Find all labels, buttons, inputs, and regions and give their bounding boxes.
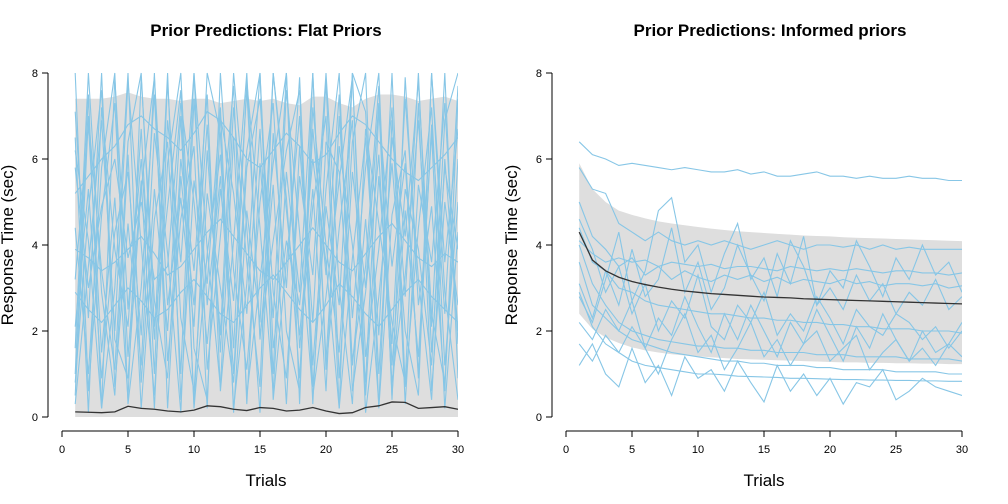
prior-sample-line-1 [74, 72, 458, 409]
panel-informed-priors: Prior Predictions: Informed priors Trial… [502, 21, 968, 490]
prior-sample-line-5 [74, 72, 458, 413]
mean-line [75, 401, 458, 415]
x-tick-label: 0 [59, 444, 65, 456]
prior-sample-line-5 [578, 244, 962, 362]
x-tick-label: 30 [452, 444, 464, 456]
prior-sample-line-8 [578, 342, 962, 406]
x-tick-label: 25 [386, 444, 398, 456]
prior-sample-line-11 [578, 218, 962, 350]
plot-content [74, 72, 458, 417]
prior-sample-line-14 [74, 72, 458, 405]
y-tick-label: 4 [536, 240, 542, 252]
plot-area: 0 5 10 15 20 25 30 0 2 4 6 8 [32, 68, 464, 456]
x-tick-label: 5 [125, 444, 131, 456]
prior-sample-line-2 [578, 240, 962, 276]
prior-sample-line-13 [578, 295, 962, 363]
prior-sample-line-1 [578, 167, 962, 250]
x-tick-label: 15 [758, 444, 770, 456]
prior-sample-line-6 [578, 262, 962, 375]
x-tick-label: 15 [254, 444, 266, 456]
prior-sample-line-7 [578, 292, 962, 382]
y-tick-label: 8 [32, 68, 38, 80]
x-tick-label: 10 [188, 444, 200, 456]
x-tick-label: 30 [956, 444, 968, 456]
x-axis-label: Trials [246, 471, 287, 490]
x-tick-label: 5 [629, 444, 635, 456]
y-tick-label: 0 [32, 412, 38, 424]
y-tick-label: 8 [536, 68, 542, 80]
y-tick-label: 6 [536, 154, 542, 166]
prior-sample-line-4 [578, 227, 962, 334]
x-axis-label: Trials [744, 471, 785, 490]
plot-content [578, 141, 962, 406]
prior-sample-line-11 [74, 72, 458, 409]
y-tick-label: 0 [536, 412, 542, 424]
y-axis-label: Response Time (sec) [502, 165, 521, 326]
plot-area: 0 5 10 15 20 25 30 0 2 4 6 8 [536, 68, 968, 456]
y-tick-label: 2 [536, 326, 542, 338]
x-tick-label: 10 [692, 444, 704, 456]
chart-title: Prior Predictions: Flat Priors [150, 21, 381, 40]
prior-sample-line-3 [578, 201, 962, 289]
x-tick-label: 25 [890, 444, 902, 456]
y-axis-label: Response Time (sec) [0, 165, 17, 326]
x-tick-label: 20 [320, 444, 332, 456]
prior-sample-line-12 [578, 196, 962, 324]
chart-title: Prior Predictions: Informed priors [634, 21, 907, 40]
y-tick-label: 6 [32, 154, 38, 166]
credible-band [579, 163, 962, 365]
prior-sample-line-0 [578, 141, 962, 182]
x-tick-label: 0 [563, 444, 569, 456]
mean-line [578, 231, 962, 305]
prior-sample-line-15 [74, 72, 458, 409]
y-tick-label: 4 [32, 240, 38, 252]
y-tick-label: 2 [32, 326, 38, 338]
panel-flat-priors: Prior Predictions: Flat Priors Trials Re… [0, 21, 464, 490]
x-tick-label: 20 [824, 444, 836, 456]
